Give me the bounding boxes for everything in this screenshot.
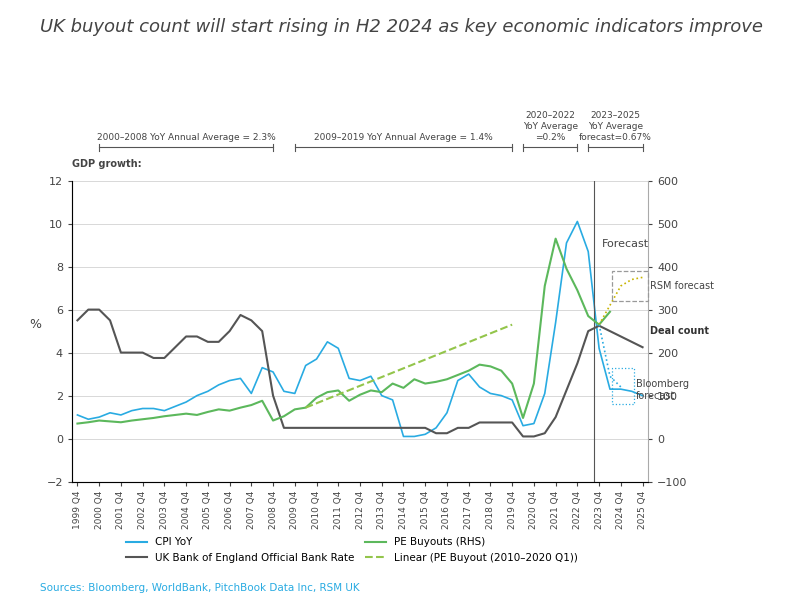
Text: UK buyout count will start rising in H2 2024 as key economic indicators improve: UK buyout count will start rising in H2 …: [40, 18, 763, 36]
Text: Bloomberg
forecast: Bloomberg forecast: [636, 379, 689, 401]
Text: Forecast: Forecast: [602, 239, 650, 249]
Bar: [612, 271, 648, 301]
Text: Sources: Bloomberg, WorldBank, PitchBook Data Inc, RSM UK: Sources: Bloomberg, WorldBank, PitchBook…: [40, 583, 360, 593]
Text: 2023–2025
YoY Average
forecast=0.67%: 2023–2025 YoY Average forecast=0.67%: [579, 111, 652, 142]
Text: 2020–2022
YoY Average
=0.2%: 2020–2022 YoY Average =0.2%: [522, 111, 578, 142]
Text: RSM forecast: RSM forecast: [650, 281, 714, 291]
Legend: CPI YoY, UK Bank of England Official Bank Rate, PE Buyouts (RHS), Linear (PE Buy: CPI YoY, UK Bank of England Official Ban…: [122, 533, 582, 566]
Text: Deal count: Deal count: [650, 326, 709, 336]
Bar: [612, 368, 634, 404]
Text: GDP growth:: GDP growth:: [72, 159, 142, 169]
Text: 2009–2019 YoY Annual Average = 1.4%: 2009–2019 YoY Annual Average = 1.4%: [314, 133, 493, 142]
Y-axis label: %: %: [30, 318, 42, 331]
Text: 2000–2008 YoY Annual Average = 2.3%: 2000–2008 YoY Annual Average = 2.3%: [97, 133, 275, 142]
